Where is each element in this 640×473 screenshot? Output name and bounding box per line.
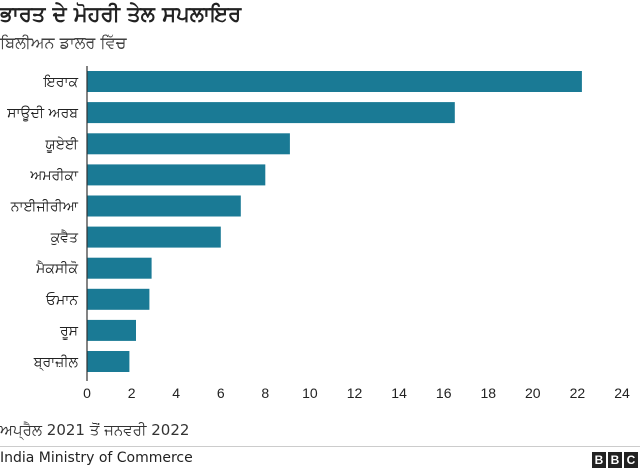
- x-tick-labels: 0 2 4 6 8 10 12 14 16 18 20 22 24: [83, 385, 630, 401]
- category-label: ਰੂਸ: [59, 323, 79, 339]
- x-tick-label: 18: [481, 385, 497, 401]
- bar-1: [87, 102, 455, 124]
- category-label: ਯੂਏਈ: [44, 137, 79, 153]
- bar-8: [87, 319, 136, 341]
- category-label: ਨਾਈਜੀਰੀਆ: [10, 199, 79, 215]
- x-tick-label: 24: [614, 385, 630, 401]
- bar-0: [87, 71, 582, 92]
- bars-group: [87, 71, 582, 372]
- bar-3: [87, 164, 266, 186]
- logo-letter: B: [592, 452, 606, 468]
- x-tick-label: 0: [83, 385, 91, 401]
- bar-4: [87, 195, 241, 217]
- logo-letter: C: [624, 452, 638, 468]
- category-label: ਇਰਾਕ: [43, 75, 79, 91]
- bar-chart: ਇਰਾਕ ਸਾਊਦੀ ਅਰਬ ਯੂਏਈ ਅਮਰੀਕਾ ਨਾਈਜੀਰੀਆ ਕੁਵੈਤ ਮੈਕਸ…: [6, 66, 630, 401]
- bbc-logo: B B C: [592, 452, 638, 468]
- category-label: ਸਾਊਦੀ ਅਰਬ: [6, 106, 78, 122]
- category-label: ਬ੍ਰਾਜ਼ੀਲ: [33, 355, 79, 372]
- category-label: ਕੁਵੈਤ: [50, 229, 79, 246]
- category-label: ਅਮਰੀਕਾ: [29, 168, 79, 184]
- category-label: ਓਮਾਨ: [45, 291, 78, 308]
- bar-2: [87, 133, 290, 155]
- x-tick-label: 6: [217, 385, 225, 401]
- x-tick-label: 4: [172, 385, 180, 401]
- category-label: ਮੈਕਸੀਕੋ: [35, 260, 78, 277]
- x-tick-label: 16: [436, 385, 452, 401]
- source-text: India Ministry of Commerce: [0, 450, 193, 466]
- logo-letter: B: [608, 452, 622, 468]
- date-range-note: ਅਪ੍ਰੈਲ 2021 ਤੋਂ ਜਨਵਰੀ 2022: [0, 421, 190, 439]
- x-tick-label: 22: [570, 385, 586, 401]
- x-tick-label: 8: [261, 385, 269, 401]
- footer-divider: [0, 446, 640, 447]
- bar-7: [87, 288, 150, 310]
- bar-5: [87, 226, 221, 248]
- chart-title: ਭਾਰਤ ਦੇ ਮੋਹਰੀ ਤੇਲ ਸਪਲਾਇਰ: [0, 2, 242, 26]
- x-tick-label: 10: [302, 385, 318, 401]
- x-tick-label: 20: [525, 385, 541, 401]
- chart-subtitle: ਬਿਲੀਅਨ ਡਾਲਰ ਵਿੱਚ: [0, 33, 127, 52]
- x-tick-label: 14: [391, 385, 407, 401]
- x-tick-label: 12: [347, 385, 363, 401]
- x-tick-label: 2: [128, 385, 136, 401]
- category-labels: ਇਰਾਕ ਸਾਊਦੀ ਅਰਬ ਯੂਏਈ ਅਮਰੀਕਾ ਨਾਈਜੀਰੀਆ ਕੁਵੈਤ ਮੈਕਸ…: [6, 75, 79, 372]
- bar-6: [87, 257, 152, 279]
- bar-9: [87, 351, 130, 372]
